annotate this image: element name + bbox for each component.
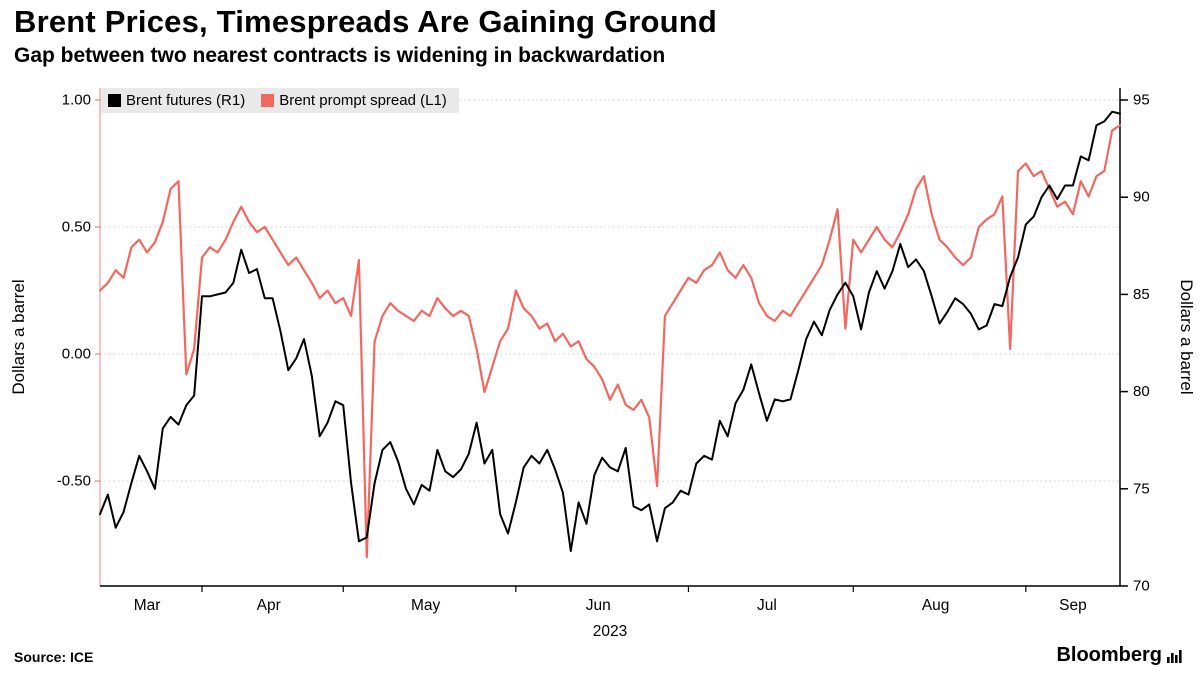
x-axis-month-label: Mar — [134, 597, 161, 614]
right-axis-tick-label: 85 — [1133, 286, 1150, 303]
left-axis-tick-label: 0.50 — [62, 218, 91, 235]
left-axis-tick-label: 1.00 — [62, 91, 91, 108]
x-axis-month-label: Aug — [922, 597, 950, 614]
x-axis-month-label: Sep — [1059, 597, 1087, 614]
series-line-prompt-spread — [98, 124, 1122, 559]
right-axis-tick-label: 70 — [1133, 578, 1150, 595]
series-line-brent-futures — [99, 110, 1121, 552]
bloomberg-terminal-icon — [1167, 650, 1182, 663]
left-axis-tick-label: -0.50 — [57, 473, 91, 490]
legend-label-brent-futures: Brent futures (R1) — [126, 92, 246, 109]
left-axis-tick-label: 0.00 — [62, 346, 91, 363]
x-axis-month-label: Jun — [586, 597, 611, 614]
chart-subtitle: Gap between two nearest contracts is wid… — [14, 44, 666, 67]
x-axis-month-label: May — [411, 597, 441, 614]
legend-swatch-brent-futures — [108, 94, 121, 107]
left-axis-title: Dollars a barrel — [9, 279, 28, 394]
legend-item-brent-futures: Brent futures (R1) — [108, 92, 245, 109]
right-axis-tick-label: 95 — [1133, 91, 1150, 108]
right-axis-tick-label: 75 — [1133, 480, 1150, 497]
right-axis-tick-label: 80 — [1133, 383, 1150, 400]
legend-swatch-prompt-spread — [261, 94, 275, 107]
chart-legend: Brent futures (R1) Brent prompt spread (… — [101, 88, 459, 113]
x-axis-month-label: Jul — [757, 597, 777, 614]
legend-label-prompt-spread: Brent prompt spread (L1) — [279, 92, 447, 109]
right-axis-tick-label: 90 — [1133, 189, 1150, 206]
right-axis-title: Dollars a barrel — [1177, 279, 1196, 394]
legend-item-prompt-spread: Brent prompt spread (L1) — [261, 92, 447, 109]
chart-title: Brent Prices, Timespreads Are Gaining Gr… — [14, 4, 718, 39]
source-label: Source: ICE — [14, 649, 94, 665]
x-axis-month-label: Apr — [257, 597, 281, 614]
bloomberg-logo: Bloomberg — [1056, 644, 1182, 667]
x-axis-year-label: 2023 — [593, 623, 627, 640]
bloomberg-logo-text: Bloomberg — [1056, 644, 1162, 666]
